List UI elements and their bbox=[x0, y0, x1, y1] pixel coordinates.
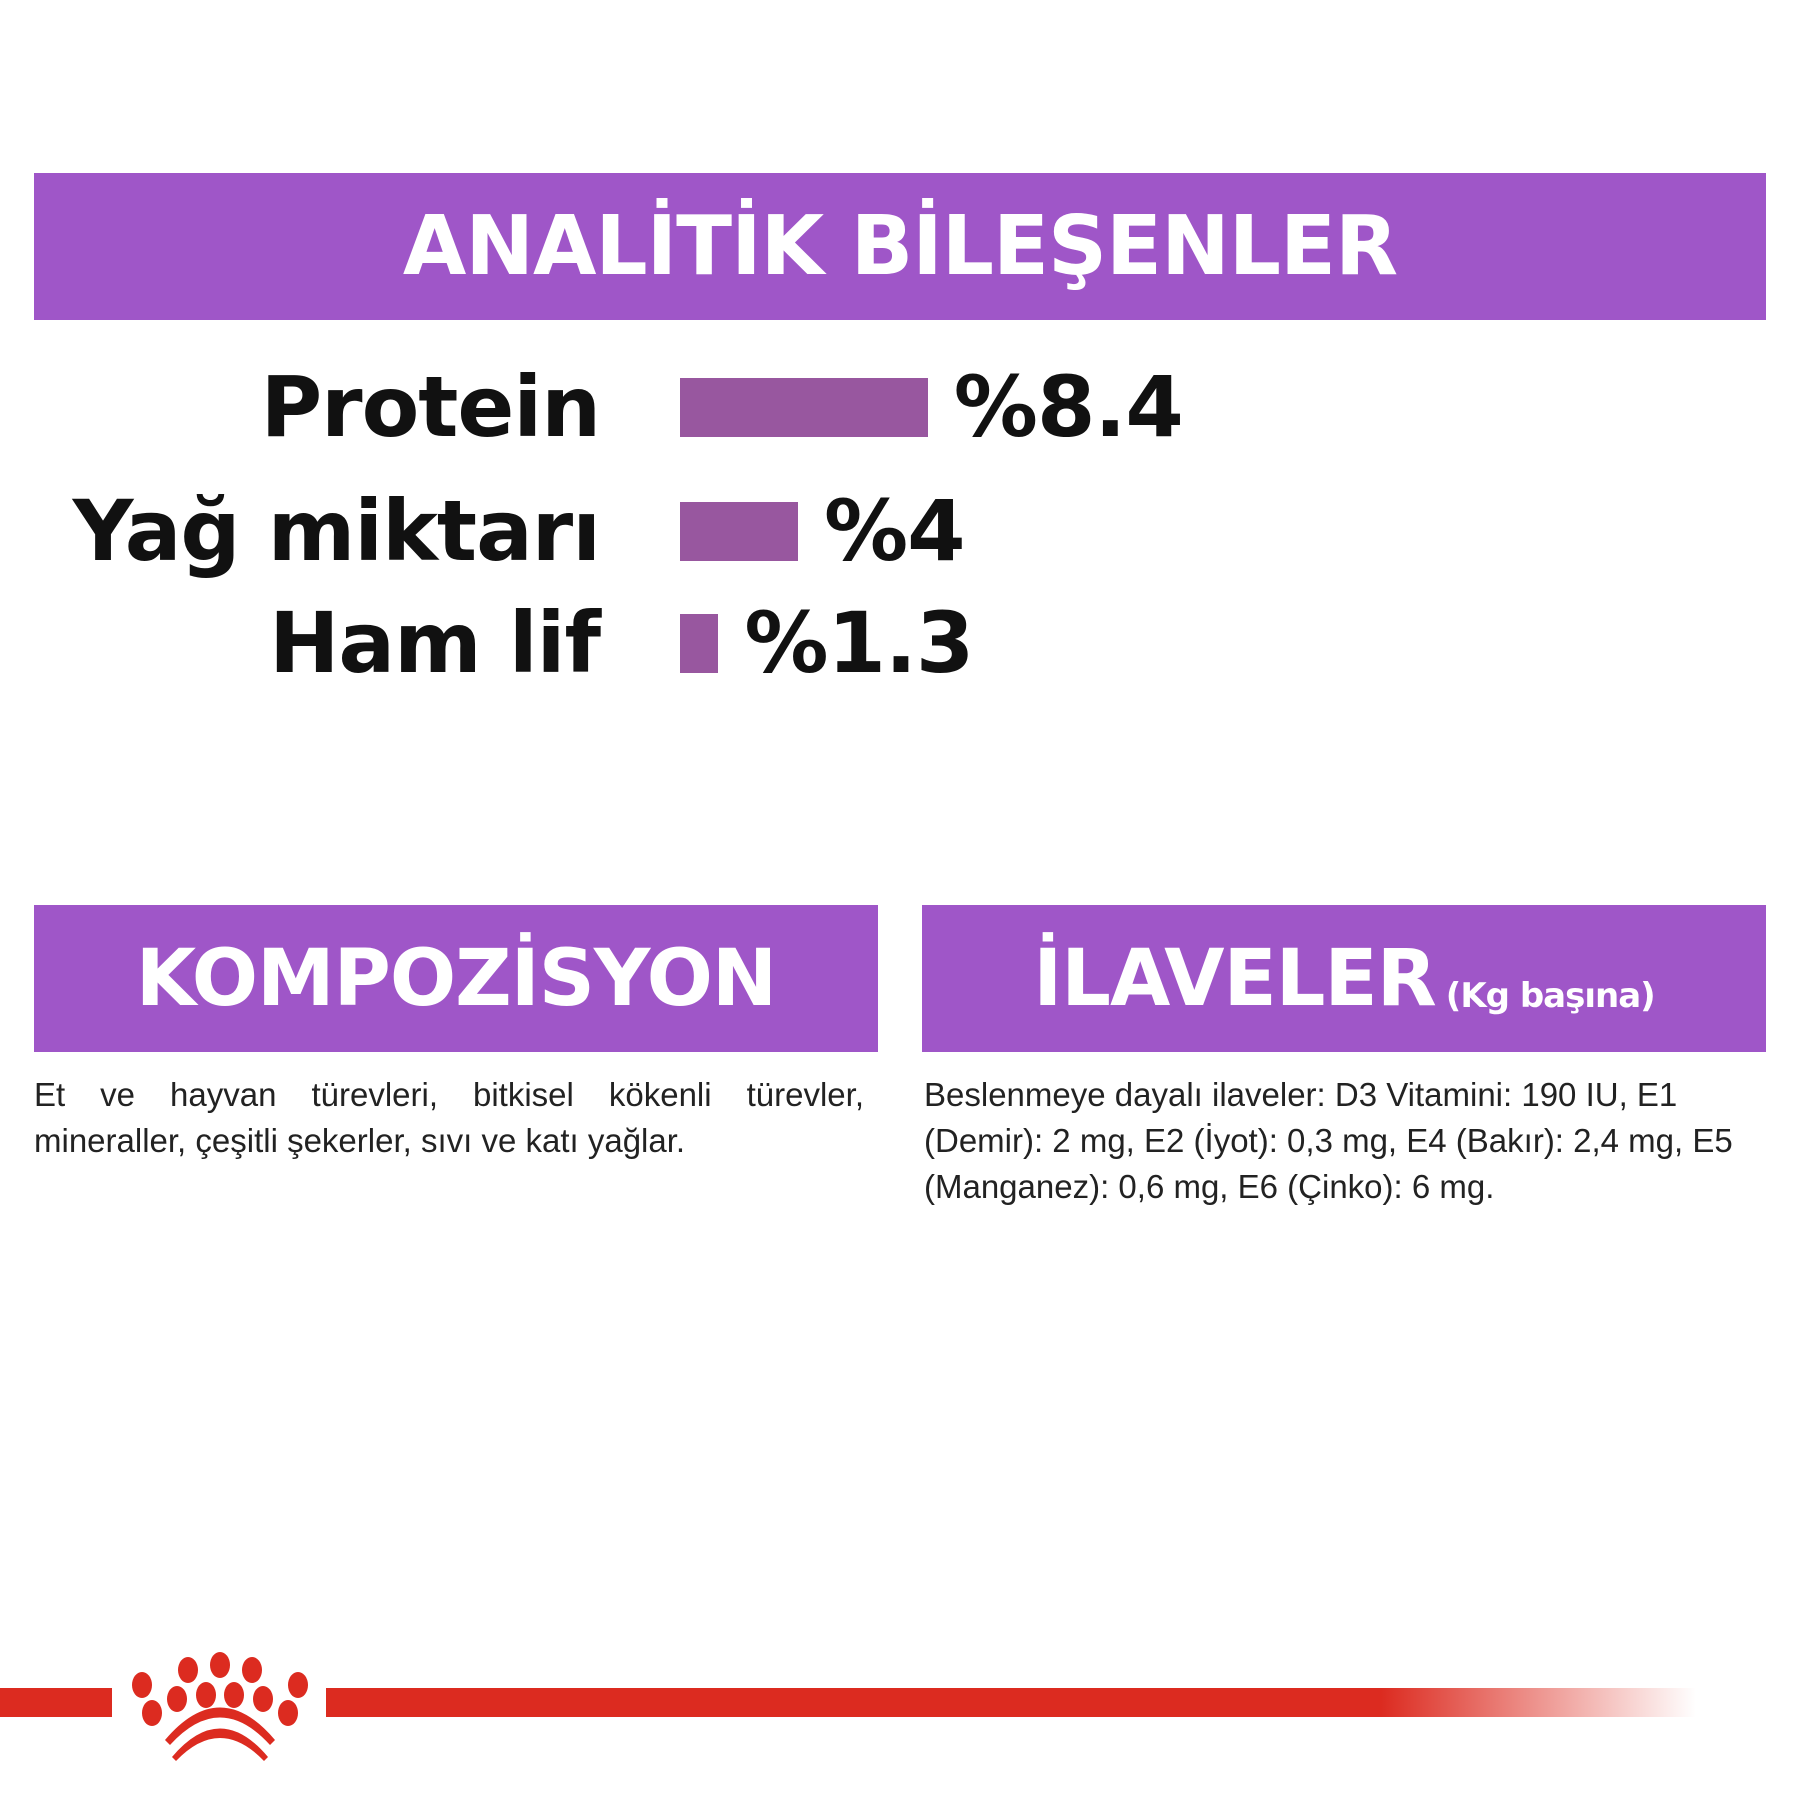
brand-strip-left bbox=[0, 1688, 112, 1717]
analytic-header: ANALİTİK BİLEŞENLER bbox=[34, 173, 1766, 320]
additives-header: İLAVELER (Kg başına) bbox=[922, 905, 1766, 1052]
composition-title: KOMPOZİSYON bbox=[135, 933, 777, 1024]
row-value: %1.3 bbox=[744, 594, 974, 692]
row-label: Yağ miktarı bbox=[72, 482, 601, 580]
value-bar bbox=[680, 378, 928, 437]
composition-text: Et ve hayvan türevleri, bitkisel kökenli… bbox=[34, 1076, 864, 1159]
value-bar bbox=[680, 502, 798, 561]
value-bar bbox=[680, 614, 719, 673]
analytic-row-fiber: Ham lif %1.3 bbox=[0, 598, 1800, 688]
row-value: %4 bbox=[824, 482, 966, 580]
brand-strip-right bbox=[326, 1688, 1696, 1717]
additives-subtitle: (Kg başına) bbox=[1445, 976, 1656, 1016]
analytic-row-fat: Yağ miktarı %4 bbox=[0, 486, 1800, 576]
composition-header: KOMPOZİSYON bbox=[34, 905, 878, 1052]
analytic-row-protein: Protein %8.4 bbox=[0, 362, 1800, 452]
crown-icon bbox=[132, 1652, 308, 1761]
row-value: %8.4 bbox=[953, 358, 1184, 456]
additives-title: İLAVELER bbox=[1033, 933, 1436, 1024]
analytic-title: ANALİTİK BİLEŞENLER bbox=[402, 199, 1398, 294]
row-label: Protein bbox=[260, 358, 601, 456]
additives-text: Beslenmeye dayalı ilaveler: D3 Vitamini:… bbox=[924, 1076, 1733, 1205]
row-label: Ham lif bbox=[269, 594, 601, 692]
